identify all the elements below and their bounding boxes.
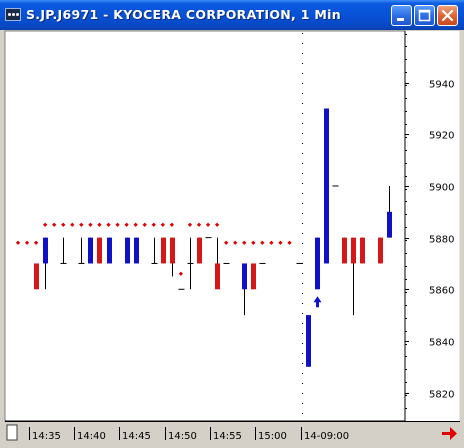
title-bar[interactable]: S.JP.J6971 - KYOCERA CORPORATION, 1 Min bbox=[0, 0, 464, 30]
level-dot bbox=[133, 222, 138, 227]
price-tick-label: 5920 bbox=[429, 131, 454, 142]
maximize-button[interactable] bbox=[414, 5, 435, 26]
level-dot bbox=[233, 240, 238, 245]
window-title: S.JP.J6971 - KYOCERA CORPORATION, 1 Min bbox=[26, 7, 341, 22]
candle-down[interactable] bbox=[351, 237, 356, 264]
time-tick-label: 14:45 bbox=[122, 431, 151, 442]
time-tick-label: 14:35 bbox=[32, 431, 61, 442]
chart-app-icon[interactable] bbox=[5, 8, 21, 21]
level-dot bbox=[151, 222, 156, 227]
candle-down[interactable] bbox=[215, 263, 220, 290]
candle-up[interactable] bbox=[107, 237, 112, 264]
price-tick-label: 5900 bbox=[429, 183, 454, 194]
candle-up[interactable] bbox=[43, 237, 48, 264]
level-dot bbox=[24, 240, 30, 245]
plot-area[interactable] bbox=[4, 30, 406, 422]
minimize-icon bbox=[397, 18, 404, 21]
time-axis[interactable] bbox=[5, 421, 405, 444]
candle-down[interactable] bbox=[161, 237, 166, 264]
close-icon bbox=[441, 9, 454, 22]
candle-up[interactable] bbox=[88, 237, 93, 264]
level-dot bbox=[124, 222, 129, 227]
scroll-left-box[interactable] bbox=[6, 424, 18, 441]
time-tick-label: 15:00 bbox=[258, 431, 287, 442]
maximize-icon bbox=[418, 9, 431, 22]
price-tick-label: 5880 bbox=[429, 235, 454, 246]
level-dot bbox=[106, 222, 111, 227]
level-dot bbox=[88, 222, 93, 227]
level-dot bbox=[15, 240, 21, 245]
level-dot bbox=[79, 222, 84, 227]
candle-up[interactable] bbox=[306, 315, 311, 367]
level-dot bbox=[224, 240, 229, 245]
candle-down[interactable] bbox=[170, 237, 175, 264]
candle-down[interactable] bbox=[34, 263, 39, 290]
candle-down[interactable] bbox=[360, 237, 365, 264]
level-dot bbox=[278, 240, 283, 245]
level-dot bbox=[115, 222, 120, 227]
level-dot bbox=[251, 240, 256, 245]
level-dot bbox=[214, 222, 220, 227]
candle-up[interactable] bbox=[242, 263, 247, 290]
time-tick-label: 14:40 bbox=[77, 431, 106, 442]
time-tick-label: 14:50 bbox=[168, 431, 197, 442]
price-tick-label: 5860 bbox=[429, 286, 454, 297]
candle-down[interactable] bbox=[378, 237, 383, 264]
level-dot bbox=[196, 222, 202, 227]
candle-up[interactable] bbox=[125, 237, 130, 264]
candle-down[interactable] bbox=[197, 237, 202, 264]
level-dot bbox=[43, 222, 48, 227]
level-dot bbox=[205, 222, 211, 227]
close-button[interactable] bbox=[437, 5, 458, 26]
level-dot bbox=[269, 240, 274, 245]
chart-client-area: 5940 5920 5900 5880 5860 5840 5820 14:35 14:40 1… bbox=[4, 30, 460, 444]
price-tick-label: 5940 bbox=[429, 80, 454, 91]
level-dot bbox=[169, 222, 174, 227]
level-dot bbox=[260, 240, 265, 245]
scroll-right-arrow-icon[interactable] bbox=[440, 424, 458, 442]
buy-arrow-icon bbox=[313, 296, 322, 308]
level-dot bbox=[70, 222, 75, 227]
price-tick-label: 5820 bbox=[429, 390, 454, 401]
candle-down[interactable] bbox=[342, 237, 347, 264]
time-tick-label: 14-09:00 bbox=[304, 431, 349, 442]
level-dot bbox=[52, 222, 57, 227]
time-tick-label: 14:55 bbox=[213, 431, 242, 442]
level-dot bbox=[97, 222, 102, 227]
price-axis[interactable] bbox=[405, 31, 460, 421]
level-dot bbox=[160, 222, 165, 227]
level-dot bbox=[187, 222, 193, 227]
candle-down[interactable] bbox=[251, 263, 256, 290]
minimize-button[interactable] bbox=[391, 5, 412, 26]
candle-up[interactable] bbox=[134, 237, 139, 264]
level-dot bbox=[61, 222, 66, 227]
candle-down[interactable] bbox=[97, 237, 102, 264]
candle-up[interactable] bbox=[324, 108, 329, 264]
price-tick-label: 5840 bbox=[429, 338, 454, 349]
level-dot bbox=[178, 271, 184, 276]
level-dot bbox=[287, 240, 292, 245]
candle-up[interactable] bbox=[387, 211, 392, 238]
level-dot bbox=[142, 222, 147, 227]
level-dot bbox=[242, 240, 247, 245]
price-chart[interactable]: 5940 5920 5900 5880 5860 5840 5820 14:35 14:40 1… bbox=[4, 30, 460, 444]
candle-up[interactable] bbox=[315, 237, 320, 290]
